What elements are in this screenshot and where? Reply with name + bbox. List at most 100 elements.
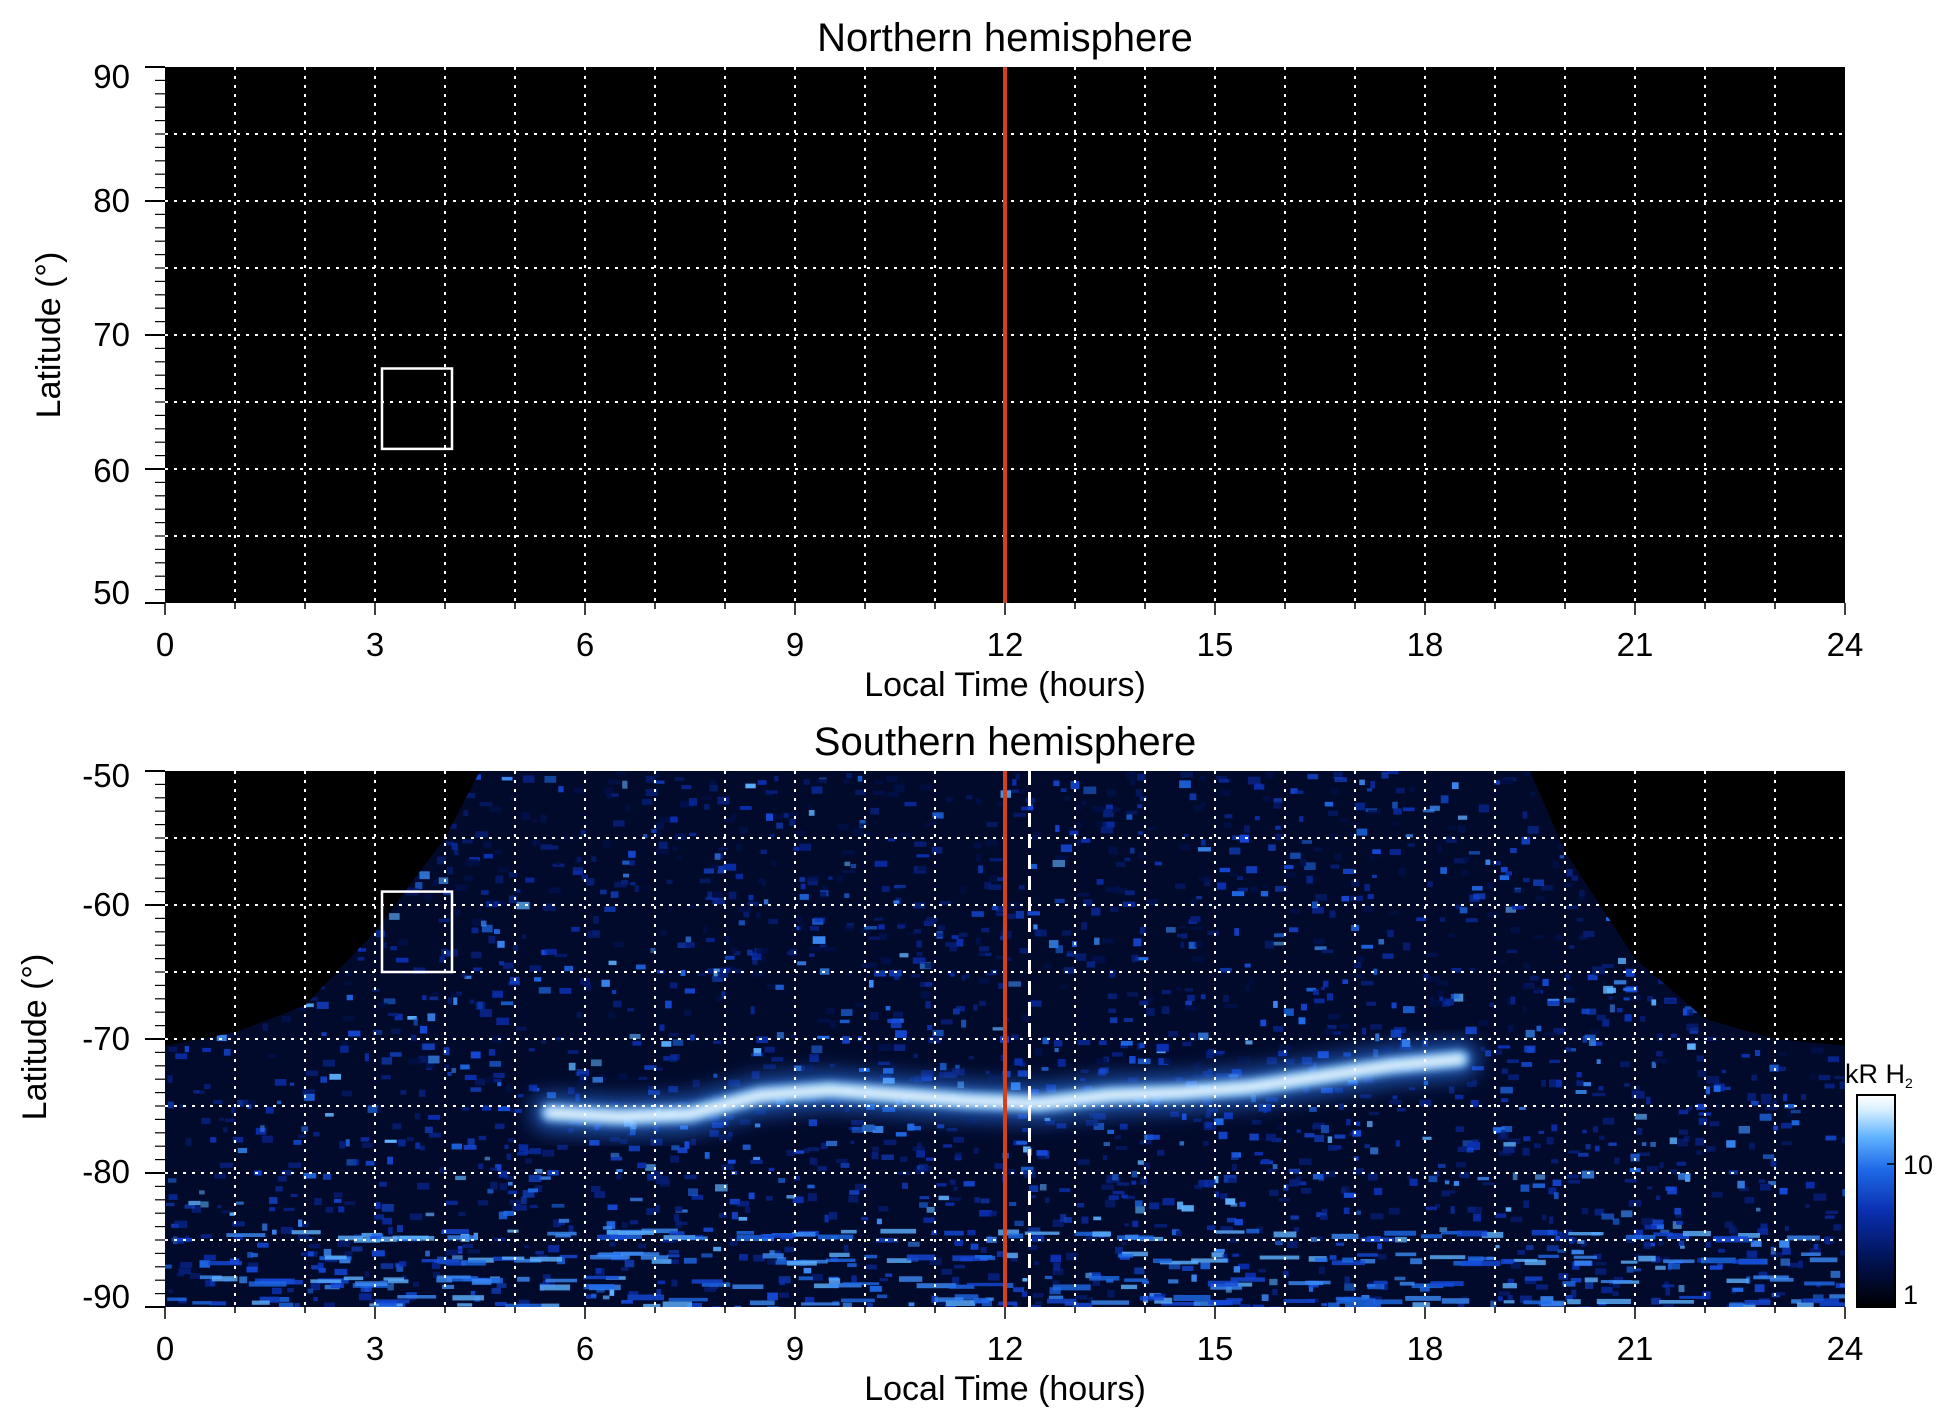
south-speckle xyxy=(1625,968,1635,977)
north-y-tick-80: 80 xyxy=(93,182,130,219)
south-speckle xyxy=(542,1274,551,1280)
south-speckle xyxy=(447,997,452,1005)
south-speckle xyxy=(1430,999,1443,1007)
south-speckle xyxy=(381,1075,392,1080)
south-speckle xyxy=(1501,1129,1506,1138)
south-speckle xyxy=(1258,1268,1266,1273)
south-speckle xyxy=(233,1221,245,1227)
south-speckle xyxy=(428,1055,440,1064)
south-polar-streak xyxy=(680,1236,708,1241)
south-speckle xyxy=(995,955,1009,960)
south-speckle xyxy=(1254,1151,1264,1156)
south-speckle xyxy=(939,924,945,930)
south-speckle xyxy=(951,935,959,940)
south-speckle xyxy=(429,996,439,1001)
south-speckle xyxy=(1099,1067,1109,1074)
south-speckle xyxy=(1756,1207,1761,1212)
south-polar-streak xyxy=(814,1283,839,1289)
south-speckle xyxy=(1783,1093,1788,1102)
south-polar-streak xyxy=(471,1278,492,1285)
south-polar-streak xyxy=(1092,1231,1111,1237)
south-speckle xyxy=(612,941,624,948)
south-speckle xyxy=(885,1273,893,1277)
south-speckle xyxy=(793,846,800,851)
south-polar-streak xyxy=(1797,1302,1814,1307)
south-polar-streak xyxy=(973,1297,989,1304)
south-speckle xyxy=(748,1192,755,1200)
south-polar-streak xyxy=(1531,1229,1558,1236)
south-speckle xyxy=(445,841,454,846)
south-speckle xyxy=(868,936,880,940)
south-speckle xyxy=(1770,1246,1776,1255)
south-polar-streak xyxy=(310,1279,342,1283)
south-speckle xyxy=(599,889,607,895)
south-speckle xyxy=(224,1031,234,1038)
south-speckle xyxy=(1312,906,1324,914)
south-speckle xyxy=(707,891,713,900)
south-speckle xyxy=(204,1084,211,1089)
south-speckle xyxy=(1103,1142,1110,1146)
south-speckle xyxy=(398,1261,407,1267)
south-speckle xyxy=(1224,814,1233,819)
south-speckle xyxy=(450,823,457,829)
south-speckle xyxy=(1508,1074,1519,1081)
north-x-tick-12: 12 xyxy=(987,626,1024,663)
south-speckle xyxy=(506,1153,512,1160)
south-speckle xyxy=(1352,1167,1365,1175)
south-speckle xyxy=(812,936,826,944)
south-speckle xyxy=(1477,1176,1490,1181)
south-polar-streak xyxy=(1412,1302,1430,1307)
south-speckle xyxy=(1258,1103,1272,1112)
south-speckle xyxy=(1465,918,1478,923)
south-speckle xyxy=(1130,779,1136,785)
south-speckle xyxy=(1075,1295,1088,1300)
south-speckle xyxy=(771,1057,784,1062)
south-speckle xyxy=(1425,1206,1437,1211)
south-polar-streak xyxy=(998,1229,1020,1236)
south-speckle xyxy=(1575,1090,1587,1094)
south-speckle xyxy=(1356,828,1368,836)
south-speckle xyxy=(926,1157,935,1161)
south-speckle xyxy=(1361,944,1374,949)
south-axis-ticks xyxy=(145,770,1846,1319)
south-speckle xyxy=(803,1148,810,1153)
south-speckle xyxy=(1480,1046,1486,1052)
south-speckle xyxy=(1367,894,1374,900)
south-speckle xyxy=(1455,904,1462,910)
south-speckle xyxy=(1198,1032,1209,1040)
south-speckle xyxy=(711,864,719,870)
south-speckle xyxy=(1427,976,1441,983)
south-speckle xyxy=(721,1164,734,1170)
south-polar-streak xyxy=(1336,1298,1376,1304)
south-speckle xyxy=(1487,881,1494,889)
south-speckle xyxy=(1083,786,1097,795)
south-speckle xyxy=(1077,1203,1085,1208)
south-polar-streak xyxy=(1596,1298,1631,1305)
south-speckle xyxy=(1495,1213,1507,1218)
south-speckle xyxy=(840,1162,850,1168)
south-speckle xyxy=(638,1076,648,1080)
south-speckle xyxy=(487,1188,494,1194)
south-polar-streak xyxy=(1568,1232,1604,1236)
south-speckle xyxy=(893,1044,906,1051)
south-speckle xyxy=(656,831,661,838)
south-speckle xyxy=(497,900,506,906)
south-speckle xyxy=(647,1173,655,1181)
south-polar-streak xyxy=(1481,1231,1504,1238)
south-speckle xyxy=(978,977,990,984)
south-speckle xyxy=(1372,849,1381,854)
south-speckle xyxy=(372,1030,383,1035)
south-speckle xyxy=(381,1057,393,1065)
south-speckle xyxy=(923,1217,935,1223)
south-speckle xyxy=(1519,1295,1532,1304)
south-speckle xyxy=(1760,1223,1768,1231)
south-speckle xyxy=(1524,771,1536,777)
south-speckle xyxy=(714,853,721,860)
south-speckle xyxy=(739,1254,748,1261)
south-speckle xyxy=(1211,1252,1225,1258)
south-speckle xyxy=(1759,1113,1772,1121)
south-speckle xyxy=(1306,875,1313,884)
south-speckle xyxy=(1085,1119,1099,1127)
south-speckle xyxy=(997,801,1002,807)
south-speckle xyxy=(648,1090,660,1096)
